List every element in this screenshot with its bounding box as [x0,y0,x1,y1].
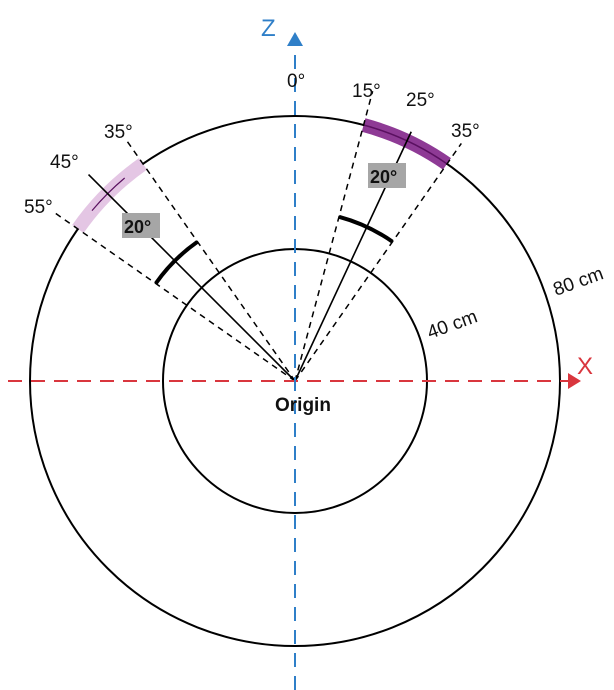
left-angle-box [122,213,160,238]
z-axis-label: Z [261,15,276,42]
left-ray-label-45: 45° [50,152,79,173]
right-ray-35 [294,143,462,382]
left-angle-label: 20° [124,217,151,237]
left-ray-45 [87,173,296,382]
z-axis-arrow-icon [287,32,303,46]
x-axis-arrow-icon [568,373,581,389]
right-ray-label-35: 35° [451,121,480,142]
origin-label: Origin [275,395,331,416]
x-axis-label: X [577,353,593,380]
right-angle-arc [338,214,394,244]
inner-radius-label: 40 cm [425,306,481,343]
zero-degree-label: 0° [287,71,305,92]
left-ray-label-55: 55° [24,197,53,218]
left-ray-35 [125,138,296,382]
right-angle-box [368,163,406,188]
outer-radius-label: 80 cm [551,263,607,300]
right-angle-label: 20° [370,167,397,187]
right-ray-label-15: 15° [352,81,381,102]
right-ray-label-25: 25° [406,90,435,111]
ray-lines [55,91,462,382]
left-angle-arc [154,240,199,285]
left-ray-label-35: 35° [104,122,133,143]
left-ray-55 [55,212,296,382]
right-ray-15 [294,91,374,382]
